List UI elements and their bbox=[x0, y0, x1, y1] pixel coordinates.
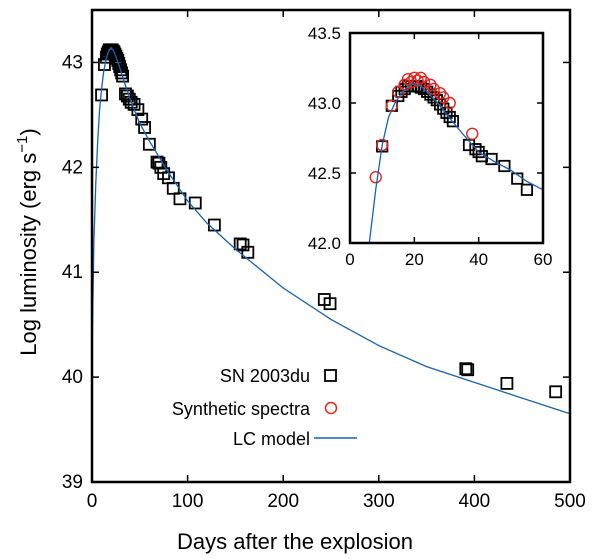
main-observed-point bbox=[116, 69, 129, 83]
inset-observed-point bbox=[469, 143, 482, 156]
inset-y-tick-label: 43.5 bbox=[308, 24, 341, 43]
inset-observed-point bbox=[462, 138, 476, 152]
main-observed-point bbox=[233, 237, 247, 251]
main-y-tick-label: 43 bbox=[62, 52, 83, 73]
main-observed-point bbox=[207, 218, 221, 232]
main-observed-point bbox=[549, 385, 563, 399]
inset-lc-model-line bbox=[368, 82, 544, 244]
y-axis-label: Log luminosity (erg s−1) bbox=[14, 128, 41, 355]
inset-observed-point bbox=[443, 110, 456, 124]
inset-observed-point bbox=[430, 94, 443, 107]
y-axis-label-tail: ) bbox=[16, 128, 41, 135]
inset-synthetic-point bbox=[466, 127, 479, 141]
main-observed-point bbox=[115, 66, 129, 80]
inset-y-tick-label: 43.0 bbox=[308, 94, 341, 113]
main-x-tick-label: 300 bbox=[363, 491, 395, 512]
main-x-tick-label: 0 bbox=[87, 491, 98, 512]
main-observed-point bbox=[323, 297, 337, 311]
main-observed-point bbox=[131, 103, 145, 117]
main-x-tick-label: 100 bbox=[172, 491, 204, 512]
legend-label-lc-model: LC model bbox=[233, 429, 310, 449]
main-observed-point bbox=[500, 377, 514, 390]
inset-plot-frame bbox=[348, 31, 545, 245]
main-x-tick-label: 200 bbox=[267, 491, 299, 512]
inset-observed-point bbox=[485, 152, 498, 166]
main-x-tick-label: 400 bbox=[459, 491, 491, 512]
legend-label-synthetic: Synthetic spectra bbox=[172, 399, 311, 419]
inset-synthetic-point bbox=[369, 170, 382, 184]
y-axis-label-sup: −1 bbox=[14, 136, 31, 153]
main-y-tick-label: 39 bbox=[62, 472, 83, 493]
main-observed-point bbox=[241, 245, 255, 259]
main-observed-point bbox=[188, 196, 202, 210]
inset-synthetic-point bbox=[414, 71, 427, 85]
inset-x-tick-label: 20 bbox=[405, 250, 424, 269]
inset-observed-point bbox=[472, 145, 485, 159]
inset-synthetic-point bbox=[411, 74, 424, 87]
inset-observed-point bbox=[392, 89, 405, 103]
main-observed-point bbox=[135, 112, 149, 126]
main-lc-model-line bbox=[91, 46, 571, 415]
main-y-tick-label: 41 bbox=[62, 262, 83, 283]
main-y-tick-label: 42 bbox=[62, 157, 83, 178]
inset-y-tick-label: 42.0 bbox=[308, 234, 341, 253]
inset-observed-point bbox=[446, 115, 460, 128]
inset-synthetic-point bbox=[375, 138, 389, 152]
inset-background bbox=[350, 33, 543, 243]
main-observed-point bbox=[459, 362, 473, 376]
main-observed-point bbox=[461, 363, 475, 377]
inset-x-tick-label: 0 bbox=[345, 250, 354, 269]
main-y-tick-label: 40 bbox=[62, 367, 83, 388]
legend: SN 2003du Synthetic spectra LC model bbox=[172, 366, 357, 449]
main-plot-frame bbox=[90, 8, 572, 484]
legend-circle-marker bbox=[324, 401, 338, 415]
inset-synthetic-point bbox=[424, 78, 437, 92]
legend-label-sn2003du: SN 2003du bbox=[220, 366, 310, 386]
inset-observed-point bbox=[498, 159, 511, 173]
inset-observed-point bbox=[520, 183, 534, 196]
inset-x-tick-label: 60 bbox=[534, 250, 553, 269]
inset-synthetic-point bbox=[433, 86, 447, 100]
y-axis-label-main: Log luminosity (erg s bbox=[16, 153, 41, 356]
inset-observed-point bbox=[427, 91, 440, 104]
inset-synthetic-point bbox=[443, 96, 456, 110]
inset-synthetic-point bbox=[401, 72, 415, 86]
x-axis-label: Days after the explosion bbox=[177, 529, 413, 554]
main-observed-point bbox=[142, 137, 156, 151]
inset-synthetic-point bbox=[427, 82, 440, 96]
legend-square-marker bbox=[324, 369, 337, 382]
inset-y-tick-label: 42.5 bbox=[308, 164, 341, 183]
inset-x-tick-label: 40 bbox=[469, 250, 488, 269]
inset-synthetic-point bbox=[417, 75, 431, 89]
main-x-tick-label: 500 bbox=[554, 491, 586, 512]
main-observed-point bbox=[124, 95, 138, 109]
